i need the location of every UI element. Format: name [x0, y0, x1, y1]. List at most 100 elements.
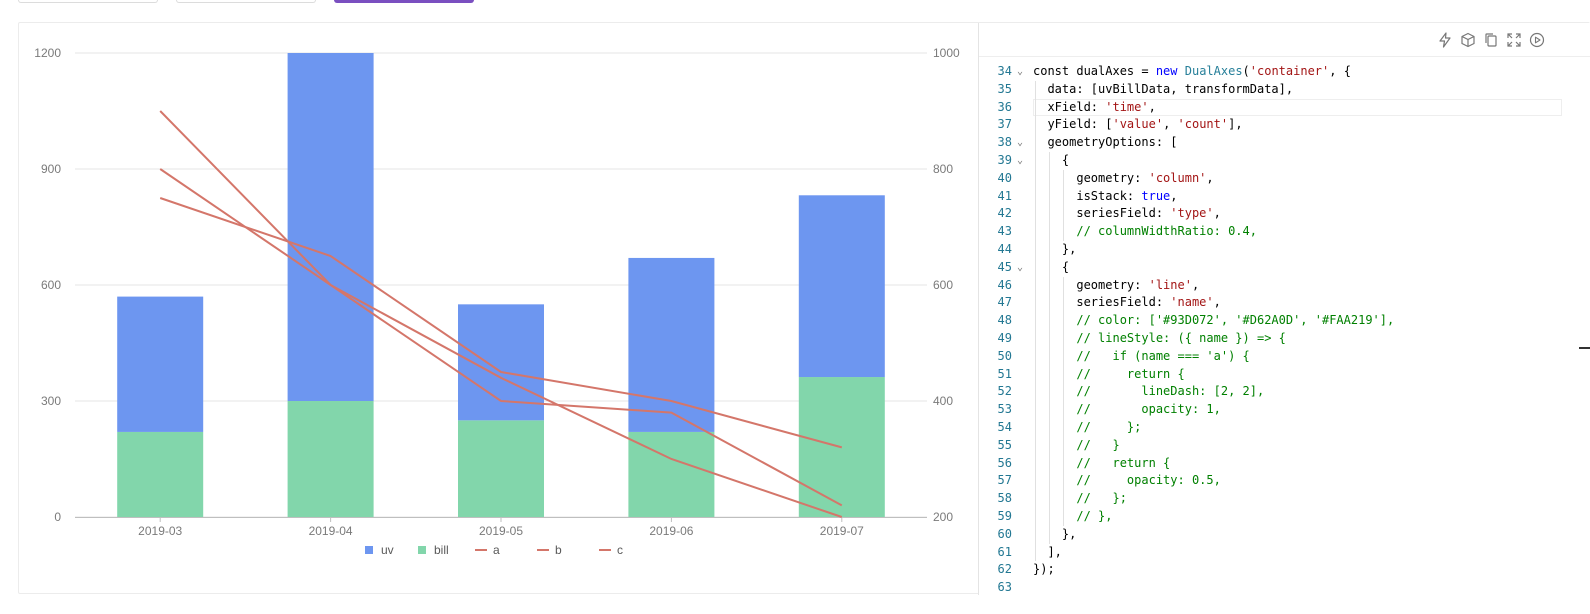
code-text[interactable]: // lineDash: [2, 2], [1033, 383, 1264, 401]
code-line[interactable]: 46 geometry: 'line', [979, 276, 1590, 295]
code-line[interactable]: 55 // } [979, 436, 1590, 455]
code-token: DualAxes [1184, 64, 1243, 78]
indent-guide [1049, 383, 1050, 402]
editor-toolbar [979, 23, 1590, 57]
code-text[interactable]: seriesField: 'type', [1033, 205, 1221, 223]
code-text[interactable]: data: [uvBillData, transformData], [1033, 81, 1293, 99]
legend-marker-bill [418, 546, 426, 554]
code-line[interactable]: 52 // lineDash: [2, 2], [979, 383, 1590, 402]
box-icon[interactable] [1460, 32, 1476, 48]
series-line-a [159, 110, 843, 507]
code-token: 'line' [1148, 277, 1192, 292]
code-text[interactable]: // color: ['#93D072', '#D62A0D', '#FAA21… [1033, 312, 1394, 330]
code-text[interactable]: }); [1033, 561, 1055, 579]
fold-chevron-icon[interactable]: ⌄ [1017, 66, 1024, 77]
code-line[interactable]: 38 ⌄ geometryOptions: [ [979, 134, 1590, 152]
indent-guide [1063, 223, 1064, 241]
code-line[interactable]: 56 // return { [979, 454, 1590, 473]
code-text[interactable]: // lineStyle: ({ name }) => { [1033, 330, 1286, 348]
code-line[interactable]: 39 ⌄ { [979, 151, 1590, 170]
code-text[interactable]: // return { [1033, 455, 1170, 473]
legend-label-bill: bill [434, 543, 449, 557]
editor-scrollbar-marker[interactable] [1579, 347, 1590, 349]
code-token: data: [uvBillData, transformData], [1033, 81, 1294, 96]
code-line[interactable]: 48 // color: ['#93D072', '#D62A0D', '#FA… [979, 312, 1590, 330]
code-line[interactable]: 42 seriesField: 'type', [979, 205, 1590, 224]
copy-icon[interactable] [1483, 32, 1499, 48]
code-token: 'value' [1112, 117, 1164, 132]
code-token: , [1148, 99, 1156, 114]
code-text[interactable]: // opacity: 1, [1033, 401, 1221, 419]
code-line[interactable]: 53 // opacity: 1, [979, 401, 1590, 419]
code-line[interactable]: 60 }, [979, 525, 1590, 544]
code-text[interactable]: ], [1033, 544, 1061, 562]
code-text[interactable]: // columnWidthRatio: 0.4, [1033, 223, 1257, 241]
code-text[interactable]: xField: 'time', [1033, 99, 1156, 117]
code-line[interactable]: 50 // if (name === 'a') { [979, 347, 1590, 366]
indent-guide [1049, 490, 1050, 508]
code-token: // }, [1033, 508, 1113, 523]
code-editor[interactable]: 34 ⌄ const dualAxes = new DualAxes('contai… [978, 23, 1590, 595]
code-text[interactable]: { [1033, 152, 1069, 170]
code-text[interactable]: }, [1033, 526, 1076, 544]
code-line[interactable]: 54 // }; [979, 418, 1590, 437]
line-number: 36 [997, 99, 1012, 114]
play-icon[interactable] [1529, 32, 1545, 48]
code-text[interactable]: // }, [1033, 508, 1112, 526]
indent-guide [1049, 187, 1050, 206]
line-number: 44 [997, 241, 1012, 256]
line-number: 39 [997, 152, 1012, 167]
fullscreen-icon[interactable] [1506, 32, 1522, 48]
code-text[interactable]: geometry: 'line', [1033, 277, 1199, 295]
code-text[interactable]: geometry: 'column', [1033, 170, 1213, 188]
code-line[interactable]: 51 // return { [979, 365, 1590, 384]
code-text[interactable]: geometryOptions: [ [1033, 134, 1178, 152]
code-line[interactable]: 45 ⌄ { [979, 258, 1590, 277]
code-text[interactable]: const dualAxes = new DualAxes('container… [1033, 63, 1351, 81]
code-text[interactable]: // if (name === 'a') { [1033, 348, 1249, 366]
fold-chevron-icon[interactable]: ⌄ [1017, 261, 1024, 273]
fold-chevron-icon[interactable]: ⌄ [1017, 154, 1024, 166]
code-line[interactable]: 63 [979, 579, 1590, 595]
lightning-icon[interactable] [1437, 32, 1453, 48]
code-line[interactable]: 44 }, [979, 240, 1590, 259]
indent-guide [1063, 401, 1064, 419]
code-line[interactable]: 40 geometry: 'column', [979, 169, 1590, 188]
code-token: geometryOptions: [ [1033, 135, 1178, 150]
top-tab-active[interactable] [334, 0, 474, 3]
code-line[interactable]: 59 // }, [979, 507, 1590, 526]
top-tab-1[interactable] [18, 0, 158, 3]
indent-guide [1063, 490, 1064, 508]
code-text[interactable]: // }; [1033, 490, 1127, 508]
code-line[interactable]: 41 isStack: true, [979, 187, 1590, 206]
code-lines[interactable]: 34 ⌄ const dualAxes = new DualAxes('contai… [979, 63, 1590, 595]
code-text[interactable]: // } [1033, 437, 1119, 455]
indent-guide [1035, 258, 1036, 277]
code-text[interactable]: yField: ['value', 'count'], [1033, 116, 1242, 134]
code-line[interactable]: 36 xField: 'time', [979, 98, 1590, 117]
indent-guide [1049, 329, 1050, 348]
code-text[interactable]: seriesField: 'name', [1033, 294, 1221, 312]
code-text[interactable]: isStack: true, [1033, 188, 1177, 206]
code-line[interactable]: 34 ⌄ const dualAxes = new DualAxes('contai… [979, 63, 1590, 81]
code-text[interactable]: { [1033, 259, 1069, 277]
code-line[interactable]: 62}); [979, 561, 1590, 579]
code-line[interactable]: 61 ], [979, 543, 1590, 562]
y-left-tick-label: 1200 [34, 46, 61, 60]
code-line[interactable]: 49 // lineStyle: ({ name }) => { [979, 329, 1590, 348]
code-text[interactable]: // return { [1033, 366, 1184, 384]
code-line[interactable]: 43 // columnWidthRatio: 0.4, [979, 223, 1590, 241]
code-text[interactable]: // }; [1033, 419, 1141, 437]
code-line[interactable]: 35 data: [uvBillData, transformData], [979, 80, 1590, 99]
code-line[interactable]: 57 // opacity: 0.5, [979, 472, 1590, 491]
bar-bill [458, 420, 544, 517]
code-line[interactable]: 47 seriesField: 'name', [979, 294, 1590, 313]
code-line[interactable]: 37 yField: ['value', 'count'], [979, 116, 1590, 135]
code-text[interactable]: // opacity: 0.5, [1033, 472, 1221, 490]
x-tick-label: 2019-06 [649, 524, 693, 538]
top-tab-2[interactable] [176, 0, 316, 3]
fold-chevron-icon[interactable]: ⌄ [1017, 137, 1024, 149]
code-line[interactable]: 58 // }; [979, 490, 1590, 508]
code-text[interactable]: }, [1033, 241, 1076, 259]
code-token: xField: [1033, 99, 1106, 114]
